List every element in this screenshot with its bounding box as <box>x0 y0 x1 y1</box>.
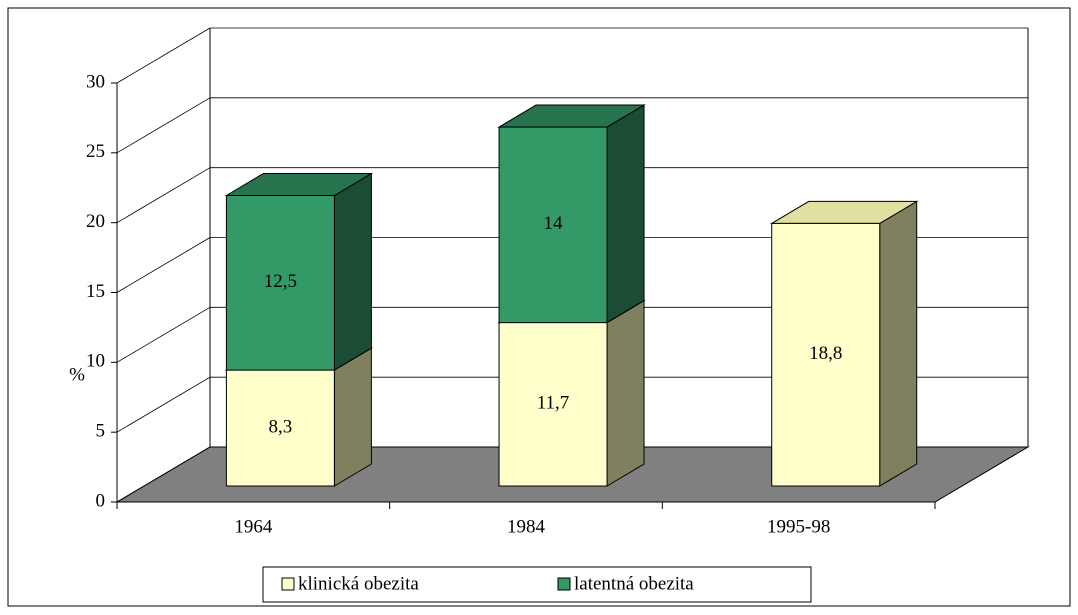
value-label: 18,8 <box>809 343 842 364</box>
legend-label: latentná obezita <box>574 573 694 594</box>
grid-line-side <box>116 27 211 84</box>
grid-line-side <box>116 306 211 363</box>
grid-line-side <box>116 376 211 433</box>
grid-line-side <box>116 446 211 503</box>
grid-line-side <box>116 237 211 293</box>
bar-side <box>606 104 645 324</box>
y-tick-label: 5 <box>96 421 106 442</box>
bar-side <box>879 200 918 487</box>
legend-swatch <box>281 577 295 591</box>
y-tick-label: 30 <box>86 71 105 92</box>
bar-side <box>333 172 372 371</box>
value-label: 12,5 <box>264 271 297 292</box>
y-tick-label: 0 <box>96 490 106 511</box>
grid-line-side <box>116 167 211 224</box>
bar <box>225 194 335 371</box>
bar <box>771 222 881 487</box>
legend-label: klinická obezita <box>298 573 419 594</box>
x-tick-label: 1984 <box>507 516 546 537</box>
x-tick-label: 1995-98 <box>767 516 830 537</box>
grid-line-side <box>116 97 211 154</box>
value-label: 11,7 <box>537 393 570 414</box>
x-tick-label: 1964 <box>234 516 273 537</box>
y-tick-label: 20 <box>86 211 105 232</box>
bar <box>498 126 608 324</box>
value-label: 8,3 <box>269 416 293 437</box>
bar <box>498 322 608 487</box>
value-label: 14 <box>544 213 564 234</box>
y-tick-label: 10 <box>86 351 105 372</box>
bar-side <box>606 299 645 487</box>
bar-side <box>333 347 372 487</box>
y-tick-label: 15 <box>86 281 105 302</box>
legend-swatch <box>557 577 571 591</box>
legend-box <box>262 566 812 603</box>
bar <box>225 369 335 487</box>
y-tick-label: 25 <box>86 141 105 162</box>
y-axis-label: % <box>69 364 85 385</box>
